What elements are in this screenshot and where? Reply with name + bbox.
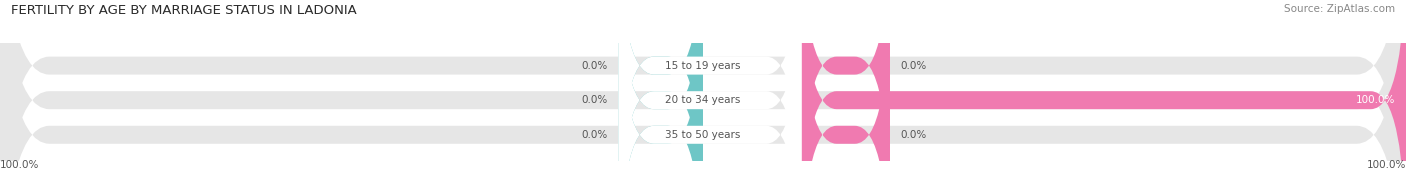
- Text: 0.0%: 0.0%: [901, 61, 927, 71]
- Text: 100.0%: 100.0%: [1355, 95, 1395, 105]
- Text: 15 to 19 years: 15 to 19 years: [665, 61, 741, 71]
- Text: 100.0%: 100.0%: [0, 160, 39, 170]
- Text: 35 to 50 years: 35 to 50 years: [665, 130, 741, 140]
- Text: FERTILITY BY AGE BY MARRIAGE STATUS IN LADONIA: FERTILITY BY AGE BY MARRIAGE STATUS IN L…: [11, 4, 357, 17]
- FancyBboxPatch shape: [619, 0, 801, 196]
- FancyBboxPatch shape: [801, 0, 890, 196]
- FancyBboxPatch shape: [619, 0, 801, 196]
- FancyBboxPatch shape: [801, 0, 890, 196]
- Text: Source: ZipAtlas.com: Source: ZipAtlas.com: [1284, 4, 1395, 14]
- Text: 0.0%: 0.0%: [582, 95, 609, 105]
- FancyBboxPatch shape: [619, 0, 801, 196]
- FancyBboxPatch shape: [619, 0, 703, 196]
- Text: 20 to 34 years: 20 to 34 years: [665, 95, 741, 105]
- FancyBboxPatch shape: [619, 0, 703, 196]
- Text: 0.0%: 0.0%: [901, 130, 927, 140]
- FancyBboxPatch shape: [619, 0, 703, 196]
- Text: 0.0%: 0.0%: [582, 61, 609, 71]
- FancyBboxPatch shape: [801, 0, 1406, 196]
- Text: 100.0%: 100.0%: [1367, 160, 1406, 170]
- Text: 0.0%: 0.0%: [582, 130, 609, 140]
